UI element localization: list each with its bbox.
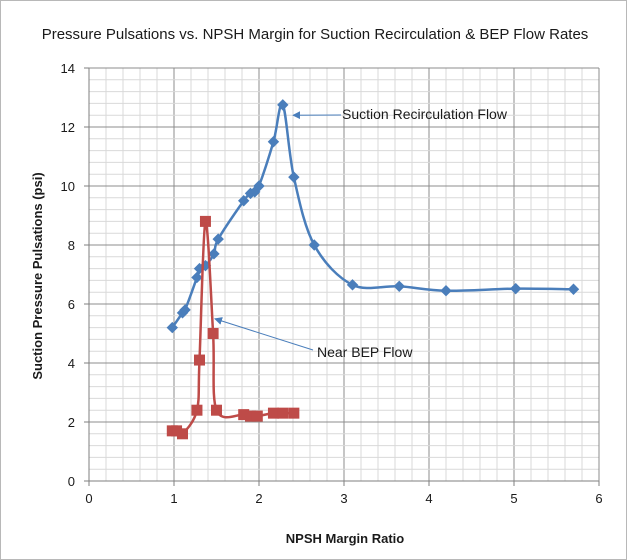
annotation-layer: Suction Recirculation Flow Near BEP Flow [214,106,508,360]
data-point [440,285,452,297]
grid-layer [88,67,600,482]
y-tick-label: 4 [68,356,75,371]
axis-layer [84,67,600,486]
data-point [191,404,203,416]
data-point [179,304,191,316]
chart-title: Pressure Pulsations vs. NPSH Margin for … [42,26,589,43]
data-point [237,195,250,207]
data-point [509,282,522,295]
y-tick-label: 12 [61,120,75,135]
x-tick-label: 6 [595,491,602,506]
data-point [166,321,179,334]
y-tick-label: 8 [68,238,75,253]
series-line [171,102,574,329]
x-tick-label: 0 [85,491,92,506]
x-tick-label: 3 [340,491,347,506]
data-point [208,248,220,260]
data-point [207,328,219,339]
x-tick-label: 2 [255,491,262,506]
data-point [346,279,359,291]
data-point [191,271,203,284]
y-tick-label: 6 [68,297,75,312]
data-point [288,171,300,183]
series-layer [166,99,580,440]
data-point [567,283,580,295]
series-near-bep [166,215,300,440]
x-tick-label: 5 [510,491,517,506]
x-tick-label: 4 [425,491,432,506]
data-point [177,428,188,440]
data-point [308,239,320,251]
data-point [199,215,211,227]
data-point [267,136,280,148]
y-tick-label: 2 [68,415,75,430]
series-suction-recirculation [166,99,580,334]
data-point [393,280,405,293]
annotation-arrow [214,317,314,351]
y-tick-label: 14 [61,61,75,76]
x-tick-label: 1 [170,491,177,506]
x-axis-title: NPSH Margin Ratio [286,531,405,546]
y-axis-title: Suction Pressure Pulsations (psi) [30,172,45,379]
data-point [251,410,263,422]
data-point [212,233,224,245]
data-point [288,407,300,419]
annotation-label: Near BEP Flow [317,344,413,360]
data-point [194,354,205,366]
data-point [277,407,289,419]
data-point [267,407,279,419]
data-point [277,99,289,111]
y-tick-label: 10 [61,179,75,194]
annotation-label: Suction Recirculation Flow [342,106,508,122]
data-point [253,180,265,192]
y-tick-label: 0 [68,474,75,489]
data-point [211,404,222,416]
